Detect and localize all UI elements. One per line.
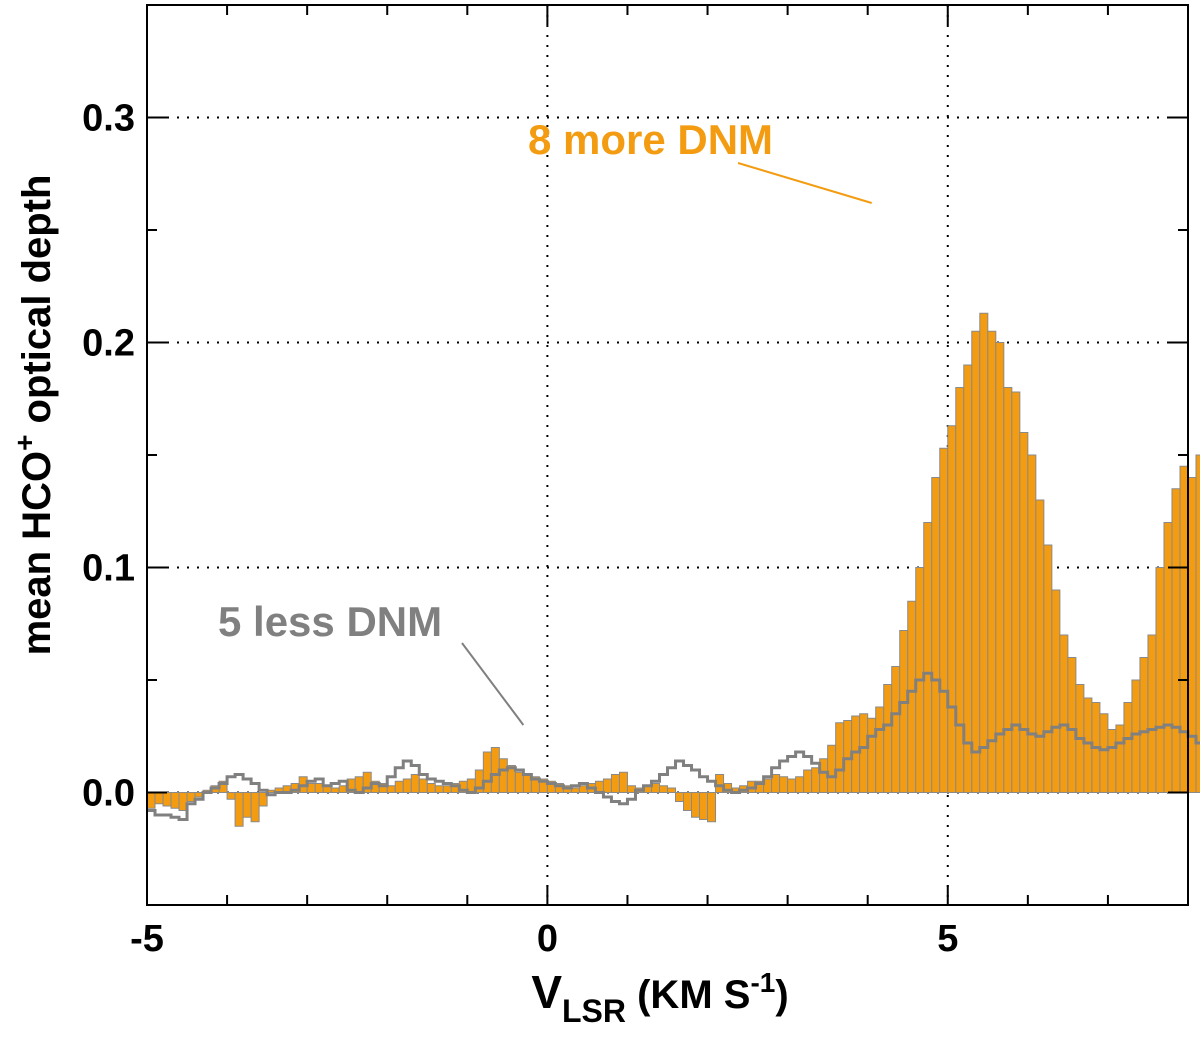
bar-0 xyxy=(146,792,156,809)
bar-124 xyxy=(1139,657,1149,793)
bar-82 xyxy=(803,769,813,793)
bar-98 xyxy=(931,477,941,793)
y-tick-label-0: 0.0 xyxy=(82,773,135,815)
annotation-leader-more-dnm xyxy=(737,162,872,204)
axis-ticks xyxy=(146,4,1189,906)
bar-121 xyxy=(1115,724,1125,793)
bar-59 xyxy=(618,771,628,793)
bar-92 xyxy=(883,684,893,793)
bar-1 xyxy=(154,792,164,805)
x-axis-label: VLSR (KM S-1) xyxy=(531,966,788,1029)
x-tick-labels: -5 0 5 xyxy=(130,918,958,960)
bar-97 xyxy=(923,522,933,793)
bar-32 xyxy=(402,778,412,793)
y-axis-label-superscript: + xyxy=(9,435,40,451)
x-tick-label-2: 5 xyxy=(937,918,958,960)
bar-34 xyxy=(418,778,428,793)
bar-68 xyxy=(691,792,701,818)
y-axis-label-post: optical depth xyxy=(15,175,59,435)
bar-23 xyxy=(330,787,340,793)
bar-114 xyxy=(1059,634,1069,793)
bar-81 xyxy=(795,776,805,793)
x-axis-label-subscript: LSR xyxy=(562,993,626,1029)
bar-57 xyxy=(602,778,612,793)
bar-126 xyxy=(1155,567,1165,793)
bar-103 xyxy=(971,330,981,793)
annotation-leader-less-dnm xyxy=(461,642,525,726)
bar-3 xyxy=(170,792,180,809)
bar-67 xyxy=(683,792,693,811)
bar-13 xyxy=(250,792,260,823)
bar-127 xyxy=(1163,522,1173,793)
series-line-less-dnm xyxy=(147,671,1200,821)
bar-105 xyxy=(987,330,997,793)
bar-69 xyxy=(699,792,709,820)
bar-113 xyxy=(1051,589,1061,793)
bar-79 xyxy=(779,776,789,793)
bar-120 xyxy=(1107,729,1117,793)
annotation-more-dnm: 8 more DNM xyxy=(528,116,773,163)
x-tick-label-0: -5 xyxy=(130,918,164,960)
bar-125 xyxy=(1147,634,1157,793)
bar-99 xyxy=(939,447,949,793)
bar-131 xyxy=(1195,454,1200,793)
bar-36 xyxy=(434,785,444,793)
y-axis-label: mean HCO+ optical depth xyxy=(9,175,59,656)
bar-106 xyxy=(995,342,1005,793)
y-tick-labels: 0.0 0.1 0.2 0.3 xyxy=(82,98,135,815)
bar-2 xyxy=(162,792,172,807)
annotation-less-dnm: 5 less DNM xyxy=(218,598,442,645)
bar-33 xyxy=(410,774,420,793)
x-axis-label-main: V xyxy=(531,966,562,1018)
bars-more-dnm xyxy=(146,312,1200,827)
y-tick-label-3: 0.3 xyxy=(82,98,135,140)
bar-104 xyxy=(979,312,989,793)
bar-91 xyxy=(875,706,885,793)
bar-112 xyxy=(1043,544,1053,793)
x-tick-label-1: 0 xyxy=(537,918,558,960)
bar-111 xyxy=(1035,499,1045,793)
bar-130 xyxy=(1187,477,1197,793)
x-axis-label-close: ) xyxy=(775,973,788,1017)
bar-11 xyxy=(234,792,244,827)
x-axis-label-superscript: -1 xyxy=(750,967,775,998)
bar-110 xyxy=(1027,454,1037,793)
bar-65 xyxy=(667,787,677,793)
bar-12 xyxy=(242,792,252,818)
y-tick-label-2: 0.2 xyxy=(82,323,135,365)
bar-70 xyxy=(707,792,717,823)
bar-64 xyxy=(658,785,669,793)
bar-10 xyxy=(226,792,236,800)
bar-119 xyxy=(1099,713,1109,793)
bar-122 xyxy=(1123,702,1133,793)
bar-129 xyxy=(1179,465,1189,793)
bar-128 xyxy=(1171,488,1181,793)
y-tick-label-1: 0.1 xyxy=(82,548,135,590)
bar-58 xyxy=(610,774,620,793)
bar-35 xyxy=(426,783,436,793)
y-axis-label-pre: mean HCO xyxy=(15,451,59,656)
bar-80 xyxy=(787,778,797,793)
bar-31 xyxy=(394,780,404,793)
bar-66 xyxy=(675,792,685,802)
x-axis-label-units: (KM S xyxy=(626,973,750,1017)
bar-100 xyxy=(947,425,957,793)
bar-93 xyxy=(891,666,901,793)
bar-109 xyxy=(1019,432,1029,793)
bar-108 xyxy=(1011,391,1021,793)
bar-14 xyxy=(258,792,268,807)
